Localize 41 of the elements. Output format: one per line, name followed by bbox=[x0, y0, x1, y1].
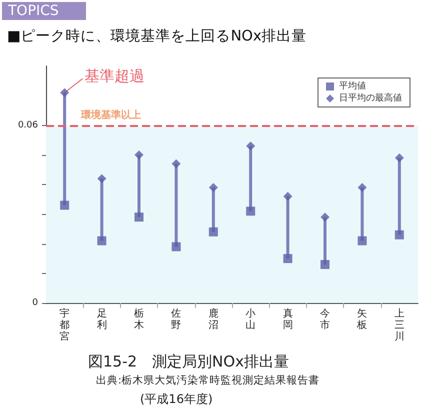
point bbox=[60, 200, 70, 210]
point bbox=[208, 182, 218, 192]
y-tick-label: 0 bbox=[32, 298, 38, 308]
point bbox=[394, 153, 404, 162]
point bbox=[320, 260, 330, 269]
point bbox=[246, 141, 256, 150]
point bbox=[358, 236, 367, 246]
x-tick-label: 栃木 bbox=[134, 307, 144, 331]
point bbox=[134, 212, 144, 222]
point bbox=[97, 236, 106, 246]
annotation: 基準超過 bbox=[84, 67, 145, 86]
point bbox=[320, 212, 330, 222]
source-note: 出典:栃木県大気汚染常時監視測定結果報告書 bbox=[96, 374, 320, 386]
x-tick-label: 宇都宮 bbox=[60, 307, 70, 342]
x-tick-label: 佐野 bbox=[171, 308, 182, 331]
x-tick-label: 矢板 bbox=[356, 307, 368, 331]
caption: 図15-2 測定局別NOx排出量 bbox=[88, 352, 289, 370]
x-tick-label: 今市 bbox=[320, 307, 330, 331]
chart-title: ■ピーク時に、環境基準を上回るNOx排出量 bbox=[7, 28, 307, 44]
legend-label: 平均値 bbox=[339, 80, 366, 92]
point bbox=[283, 254, 292, 264]
point bbox=[134, 150, 144, 160]
ref-line-label: 環境基準以上 bbox=[80, 108, 141, 121]
point bbox=[246, 206, 256, 216]
point bbox=[172, 242, 181, 252]
x-tick-label: 鹿沼 bbox=[208, 307, 218, 331]
point bbox=[358, 182, 367, 192]
x-tick-label: 上三川 bbox=[394, 307, 404, 342]
point bbox=[283, 192, 292, 201]
point bbox=[394, 230, 404, 240]
text: TOPICS bbox=[7, 3, 59, 19]
x-tick-label: 足利 bbox=[96, 308, 107, 331]
y-tick-label: 0.06 bbox=[18, 120, 38, 130]
point bbox=[208, 227, 218, 236]
legend-label: 日平均の最高値 bbox=[339, 92, 402, 104]
text: (平成16年度) bbox=[140, 392, 213, 406]
point bbox=[172, 159, 181, 168]
x-tick-label: 真岡 bbox=[282, 307, 293, 331]
point bbox=[97, 174, 106, 184]
point bbox=[60, 88, 70, 98]
x-tick-label: 小山 bbox=[246, 307, 256, 331]
